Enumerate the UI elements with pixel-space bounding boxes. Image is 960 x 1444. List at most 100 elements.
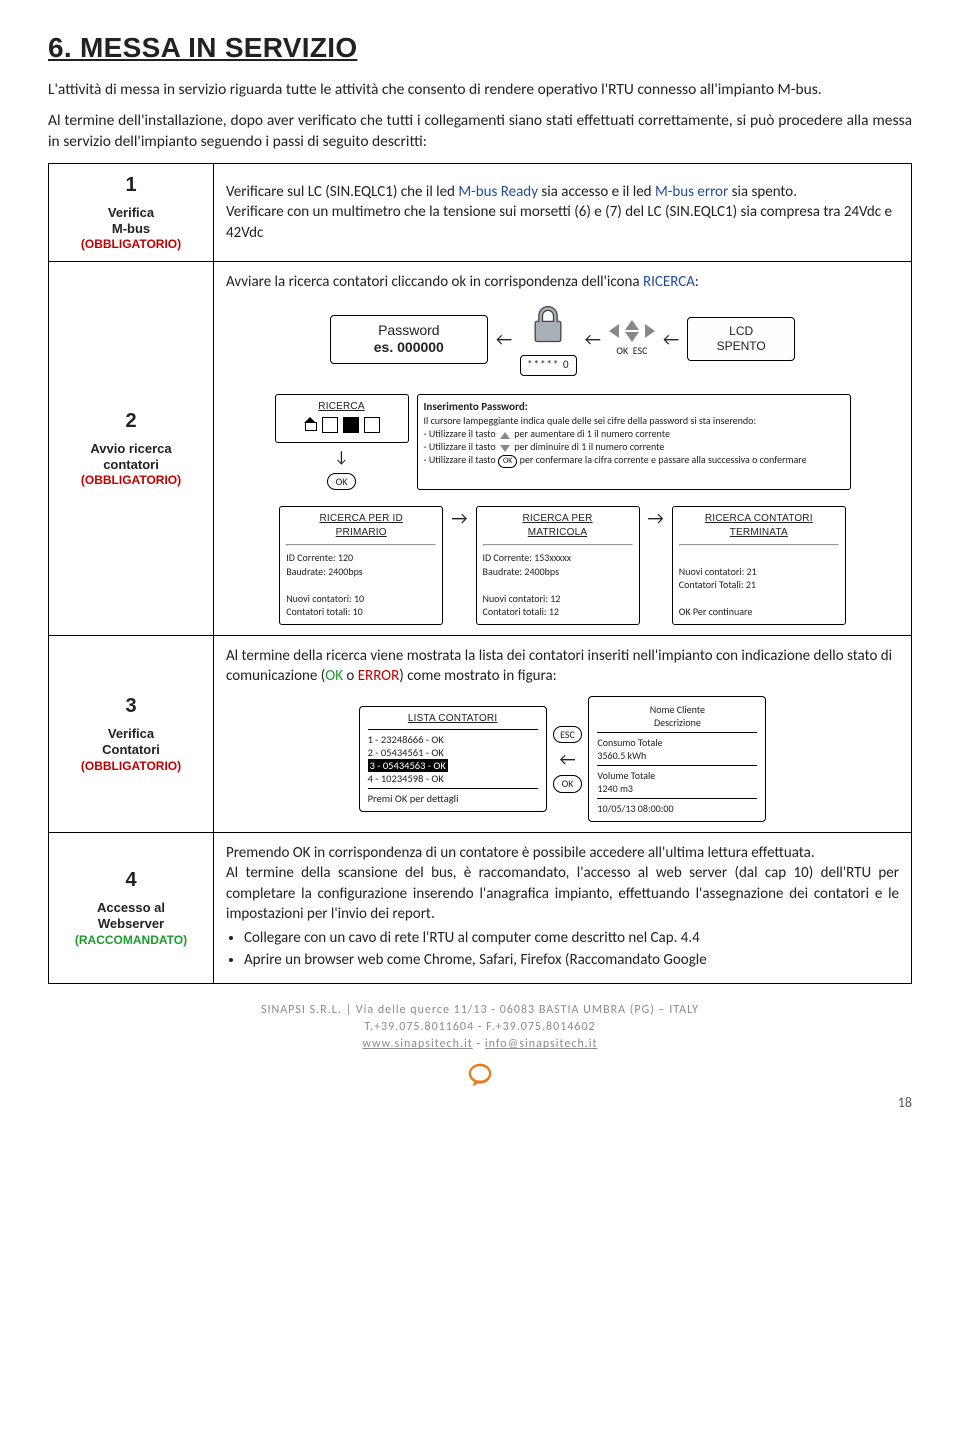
mbus-error-text: M-bus error	[655, 183, 728, 201]
counter-row: 4 - 10234598 - OK	[368, 772, 538, 785]
intro-paragraph-2: Al termine dell'installazione, dopo aver…	[48, 111, 912, 153]
panel-line: Baudrate: 2400bps	[286, 565, 436, 579]
lock-block: ***** 0	[520, 303, 576, 376]
footer-sep: -	[473, 1037, 485, 1051]
triangle-left-icon	[609, 324, 619, 338]
step-number: 3	[61, 695, 201, 718]
step4-content: Premendo OK in corrispondenza di un cont…	[214, 833, 912, 984]
detail-line: 10/05/13 08:00:00	[597, 802, 757, 815]
counter-row-selected: 3 - 05434563 - OK	[368, 759, 538, 772]
lista-contatori-panel: LISTA CONTATORI 1 - 23248666 - OK 2 - 05…	[359, 706, 547, 812]
counter-row: 1 - 23248666 - OK	[368, 733, 538, 746]
detail-line: 1240 m3	[597, 782, 757, 795]
panel-title: RICERCA CONTATORI TERMINATA	[679, 512, 839, 539]
esc-pill: ESC	[553, 726, 582, 744]
step1-content: Verificare sul LC (SIN.EQLC1) che il led…	[214, 163, 912, 262]
ricerca-terminata-panel: RICERCA CONTATORI TERMINATA Nuovi contat…	[672, 506, 846, 625]
square-icon	[364, 417, 380, 433]
list-item: Collegare con un cavo di rete l'RTU al c…	[244, 928, 899, 948]
panel-line: ID Corrente: 120	[286, 551, 436, 565]
lock-icon	[526, 303, 570, 353]
text: sia accesso e il led	[538, 183, 655, 201]
section-heading: 6. MESSA IN SERVIZIO	[48, 32, 912, 64]
steps-table: 1 Verifica M-bus (OBBLIGATORIO) Verifica…	[48, 163, 912, 984]
panel-title: RICERCA PER ID PRIMARIO	[286, 512, 436, 539]
table-row: 3 Verifica Contatori (OBBLIGATORIO) Al t…	[49, 635, 912, 833]
table-row: 2 Avvio ricerca contatori (OBBLIGATORIO)…	[49, 262, 912, 635]
step-number: 1	[61, 174, 201, 197]
arrow-left-icon: ←	[557, 747, 577, 771]
arrow-left-icon: ←	[661, 327, 681, 351]
detail-line: 3560.5 kWh	[597, 749, 757, 762]
panel-line: Nuovi contatori: 10	[286, 592, 436, 606]
triangle-down-icon	[500, 445, 510, 452]
ricerca-text: RICERCA	[643, 273, 695, 291]
footer-line: SINAPSI S.R.L. | Via delle querce 11/13 …	[48, 1002, 912, 1019]
intro-paragraph-1: L'attività di messa in servizio riguarda…	[48, 80, 912, 101]
detail-line: Descrizione	[597, 716, 757, 729]
panel-line: Contatori Totali: 21	[679, 578, 839, 592]
table-row: 1 Verifica M-bus (OBBLIGATORIO) Verifica…	[49, 163, 912, 262]
esc-label: ESC	[633, 344, 648, 357]
instruction-line: Il cursore lampeggiante indica quale del…	[424, 414, 844, 427]
figure-step3: LISTA CONTATORI 1 - 23248666 - OK 2 - 05…	[226, 696, 899, 822]
mbus-ready-text: M-bus Ready	[458, 183, 538, 201]
instructions-panel: Inserimento Password: Il cursore lampegg…	[417, 394, 851, 491]
step-tag: (OBBLIGATORIO)	[61, 473, 201, 487]
text-paragraph: Premendo OK in corrispondenza di un cont…	[226, 843, 899, 863]
step-title: Accesso al Webserver	[61, 900, 201, 933]
panel-line: Nuovi contatori: 12	[483, 592, 633, 606]
panel-title: RICERCA PER MATRICOLA	[483, 512, 633, 539]
step2-label-cell: 2 Avvio ricerca contatori (OBBLIGATORIO)	[49, 262, 214, 635]
text: o	[343, 667, 358, 685]
password-example: es. 000000	[339, 339, 479, 357]
triangle-down-icon	[625, 332, 639, 342]
text: Verificare con un multimetro che la tens…	[226, 203, 892, 241]
bullet-list: Collegare con un cavo di rete l'RTU al c…	[244, 928, 899, 971]
panel-line: Baudrate: 2400bps	[483, 565, 633, 579]
ricerca-primario-panel: RICERCA PER ID PRIMARIO ID Corrente: 120…	[279, 506, 443, 625]
step-number: 4	[61, 869, 201, 892]
step-title: Verifica M-bus	[61, 205, 201, 238]
lcd-off-panel: LCD SPENTO	[687, 317, 795, 361]
step-tag: (OBBLIGATORIO)	[61, 759, 201, 773]
arrow-right-icon: →	[449, 506, 469, 530]
detail-line: Volume Totale	[597, 769, 757, 782]
counter-detail-panel: Nome Cliente Descrizione Consumo Totale …	[588, 696, 766, 822]
step-tag: (OBBLIGATORIO)	[61, 237, 201, 251]
table-row: 4 Accesso al Webserver (RACCOMANDATO) Pr…	[49, 833, 912, 984]
text-paragraph: Al termine della scansione del bus, è ra…	[226, 863, 899, 924]
ricerca-matricola-panel: RICERCA PER MATRICOLA ID Corrente: 153xx…	[476, 506, 640, 625]
password-callout: Password es. 000000	[330, 315, 488, 364]
instructions-title: Inserimento Password:	[424, 400, 844, 415]
footer-link-website[interactable]: www.sinapsitech.it	[362, 1037, 472, 1051]
footer-link-email[interactable]: info@sinapsitech.it	[485, 1037, 598, 1051]
detail-line: Consumo Totale	[597, 736, 757, 749]
password-value-box: ***** 0	[520, 355, 576, 376]
error-text: ERROR	[358, 667, 400, 685]
home-icon	[303, 417, 317, 431]
page-footer: SINAPSI S.R.L. | Via delle querce 11/13 …	[48, 1002, 912, 1090]
step3-content: Al termine della ricerca viene mostrata …	[214, 635, 912, 833]
ok-pill: OK	[327, 473, 357, 491]
step-title: Avvio ricerca contatori	[61, 441, 201, 474]
ricerca-panel: RICERCA	[275, 394, 409, 444]
triangle-up-icon	[500, 432, 510, 439]
ok-label: OK	[616, 344, 628, 357]
step2-content: Avviare la ricerca contatori cliccando o…	[214, 262, 912, 635]
logo-icon	[465, 1060, 495, 1090]
list-item: Aprire un browser web come Chrome, Safar…	[244, 950, 899, 970]
panel-title: RICERCA	[282, 400, 402, 414]
square-icon	[322, 417, 338, 433]
square-icon	[343, 417, 359, 433]
instruction-line: - Utilizzare il tasto per aumentare di 1…	[424, 427, 844, 440]
detail-line: Nome Cliente	[597, 703, 757, 716]
password-label: Password	[339, 322, 479, 340]
text: Avviare la ricerca contatori cliccando o…	[226, 273, 643, 291]
counter-row: 2 - 05434561 - OK	[368, 746, 538, 759]
keypad-icon: OK ESC	[609, 320, 655, 358]
panel-title: LISTA CONTATORI	[368, 713, 538, 726]
panel-footer: Premi OK per dettagli	[368, 792, 538, 805]
arrow-left-icon: ←	[583, 327, 603, 351]
step-title: Verifica Contatori	[61, 726, 201, 759]
